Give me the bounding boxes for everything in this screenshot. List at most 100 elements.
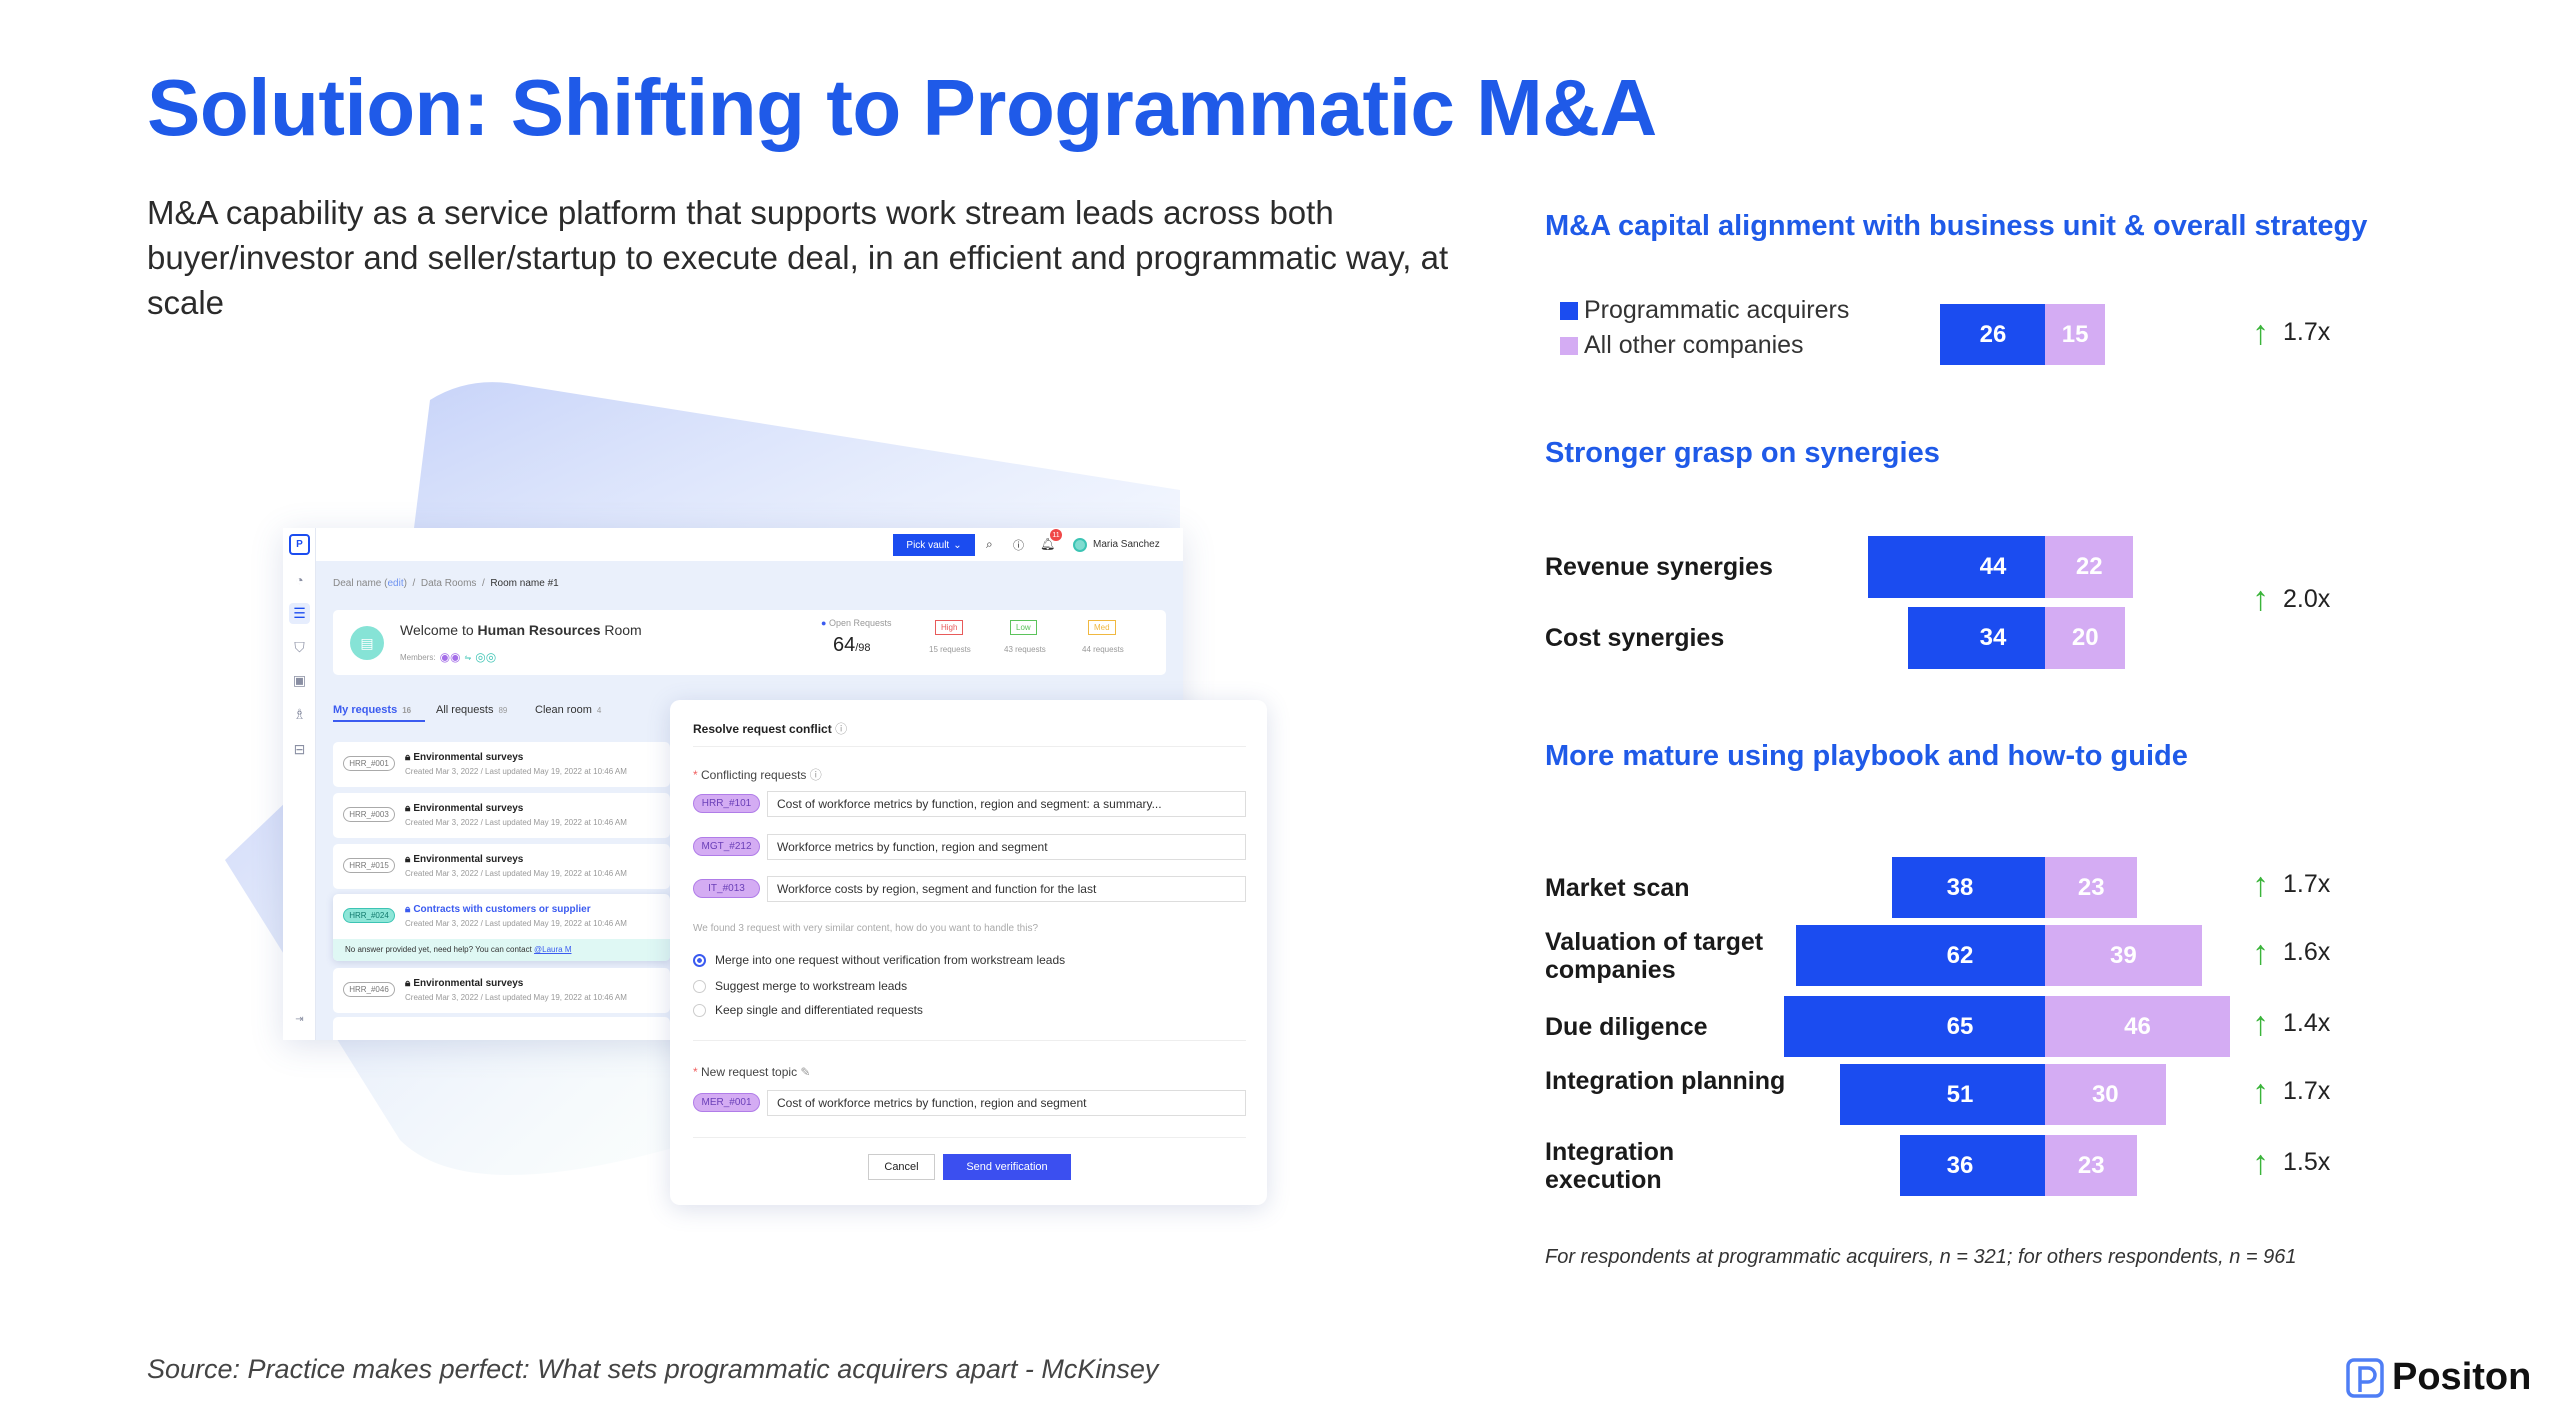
- dialog-title: Resolve request conflict ⓘ: [693, 720, 847, 737]
- search-icon[interactable]: ⌕: [986, 537, 993, 551]
- notification-badge: 11: [1050, 529, 1062, 541]
- breadcrumb-paren: ): [403, 578, 407, 589]
- radio-button[interactable]: [693, 979, 706, 993]
- bar-others: 23: [2045, 1135, 2138, 1196]
- bar-value-label: 38: [1946, 873, 1974, 901]
- request-id-chip: MGT_#212: [693, 837, 760, 856]
- radio-option[interactable]: Suggest merge to workstream leads: [693, 979, 907, 993]
- shield-icon[interactable]: ⛉: [294, 639, 305, 655]
- board-icon[interactable]: ▣: [292, 672, 307, 688]
- multiplier: ↑ 1.4x: [2252, 1007, 2330, 1041]
- request-row[interactable]: HRR_#015 🔒︎ Environmental surveys Created M…: [333, 844, 670, 889]
- row-label: Integration execution: [1545, 1137, 1675, 1194]
- priority-badge-low[interactable]: Low: [1010, 620, 1037, 635]
- bar-value-label: 26: [1979, 320, 2007, 348]
- priority-badge-med[interactable]: Med: [1088, 620, 1116, 635]
- radio-option[interactable]: Keep single and differentiated requests: [693, 1003, 923, 1017]
- conflict-input[interactable]: Cost of workforce metrics by function, r…: [767, 791, 1246, 817]
- multiplier-value: 1.5x: [2283, 1148, 2331, 1176]
- request-title-text: Environmental surveys: [413, 803, 524, 814]
- row-label: Revenue synergies: [1545, 553, 1773, 581]
- multiplier-value: 1.7x: [2283, 318, 2331, 346]
- open-requests-text: Open Requests: [828, 618, 892, 628]
- collapse-icon[interactable]: ⇥: [295, 1014, 304, 1025]
- contact-link[interactable]: @Laura M: [534, 945, 572, 954]
- breadcrumb-data-rooms[interactable]: Data Rooms: [420, 578, 477, 589]
- bar-programmatic: 44: [1868, 536, 2045, 598]
- tab-my-requests[interactable]: My requests 16: [333, 704, 411, 716]
- chevron-down-icon: ⌄: [953, 539, 962, 551]
- legend-item: Programmatic acquirers: [1560, 296, 1849, 325]
- avatar[interactable]: [1073, 538, 1087, 552]
- request-id-chip: HRR_#046: [343, 982, 395, 997]
- positon-logo: Positon: [2346, 1356, 2531, 1399]
- source-citation: Source: Practice makes perfect: What set…: [147, 1354, 1159, 1384]
- logo-text: Positon: [2392, 1356, 2532, 1398]
- legend-label: All other companies: [1584, 331, 1804, 359]
- pick-vault-button[interactable]: Pick vault ⌄: [893, 534, 975, 556]
- cancel-button[interactable]: Cancel: [868, 1154, 935, 1180]
- new-topic-label-text: New request topic: [701, 1065, 798, 1079]
- bell-icon[interactable]: 🔔︎: [1040, 537, 1056, 551]
- radio-button[interactable]: [693, 953, 706, 967]
- request-row[interactable]: HRR_#046 🔒︎ Environmental surveys Created M…: [333, 968, 670, 1013]
- request-title: 🔒︎ Contracts with customers or supplier: [405, 904, 591, 915]
- conflict-hint: We found 3 request with very similar con…: [693, 923, 1039, 934]
- chart-group-title: Stronger grasp on synergies: [1545, 437, 1940, 469]
- open-requests-label: ● Open Requests: [821, 618, 892, 628]
- request-row[interactable]: HRR_#001 🔒︎ Environmental surveys Created M…: [333, 742, 670, 787]
- breadcrumb-room: Room name #1: [490, 578, 559, 589]
- active-tab-indicator: [333, 720, 425, 722]
- member-avatars[interactable]: ◎◎: [475, 650, 497, 664]
- bar-programmatic: 38: [1892, 857, 2045, 918]
- bar-value-label: 65: [1946, 1012, 1974, 1040]
- request-row[interactable]: [333, 1017, 670, 1040]
- help-strip: No answer provided yet, need help? You c…: [333, 939, 670, 961]
- request-id-chip: HRR_#003: [343, 807, 395, 822]
- bar-programmatic: 65: [1783, 996, 2045, 1057]
- footnote: For respondents at programmatic acquirer…: [1545, 1246, 2297, 1268]
- user-name: Maria Sanchez: [1093, 539, 1160, 550]
- multiplier-value: 1.4x: [2283, 1009, 2331, 1037]
- welcome-heading: Welcome to Human Resources Room: [400, 622, 642, 638]
- divider: [693, 1137, 1246, 1138]
- open-requests-count: 64/98: [833, 634, 871, 657]
- priority-badge-high[interactable]: High: [935, 620, 964, 635]
- send-verification-button[interactable]: Send verification: [943, 1154, 1071, 1180]
- request-row[interactable]: HRR_#024 🔒︎ Contracts with customers or su…: [333, 894, 670, 961]
- divider: [693, 746, 1246, 747]
- conflict-input[interactable]: Workforce metrics by function, region an…: [767, 834, 1246, 860]
- member-avatars[interactable]: ◉◉: [439, 650, 461, 664]
- total-count: /98: [855, 642, 871, 654]
- radio-button[interactable]: [693, 1003, 706, 1017]
- tab-all-requests[interactable]: All requests 89: [436, 704, 507, 716]
- edit-link[interactable]: edit: [387, 578, 404, 589]
- tab-count: 4: [596, 706, 602, 715]
- arrow-up-icon: ↑: [2252, 313, 2269, 352]
- request-meta: Created Mar 3, 2022 / Last updated May 1…: [405, 919, 627, 928]
- request-meta: Created Mar 3, 2022 / Last updated May 1…: [405, 818, 627, 827]
- multiplier: ↑ 1.7x: [2252, 1075, 2330, 1109]
- breadcrumb-deal[interactable]: Deal name (: [333, 578, 388, 589]
- info-icon[interactable]: ⓘ: [835, 722, 848, 736]
- new-topic-input[interactable]: Cost of workforce metrics by function, r…: [767, 1090, 1246, 1116]
- conflict-input[interactable]: Workforce costs by region, segment and f…: [767, 876, 1246, 902]
- room-name: Human Resources: [477, 622, 601, 638]
- radio-option[interactable]: Merge into one request without verificat…: [693, 953, 1065, 967]
- request-row[interactable]: HRR_#003 🔒︎ Environmental surveys Created M…: [333, 793, 670, 838]
- settings-sliders-icon[interactable]: ⊟: [293, 741, 306, 757]
- edit-icon[interactable]: ✎: [800, 1065, 811, 1079]
- request-id-chip: HRR_#001: [343, 756, 395, 771]
- new-topic-label: * New request topic ✎: [693, 1065, 811, 1079]
- pie-chart-icon[interactable]: ◔: [295, 571, 304, 588]
- tab-count: 16: [402, 706, 412, 715]
- users-icon[interactable]: ♗: [293, 706, 306, 722]
- tab-clean-room[interactable]: Clean room 4: [535, 704, 601, 716]
- help-icon[interactable]: ⓘ: [1013, 540, 1024, 552]
- row-label: Due diligence: [1545, 1012, 1708, 1041]
- bar-value-label: 34: [1979, 624, 2007, 651]
- bar-others: 39: [2045, 925, 2202, 986]
- multiplier: ↑ 1.7x: [2252, 316, 2330, 350]
- info-icon[interactable]: ⓘ: [809, 768, 822, 782]
- list-icon[interactable]: ☰: [289, 603, 310, 624]
